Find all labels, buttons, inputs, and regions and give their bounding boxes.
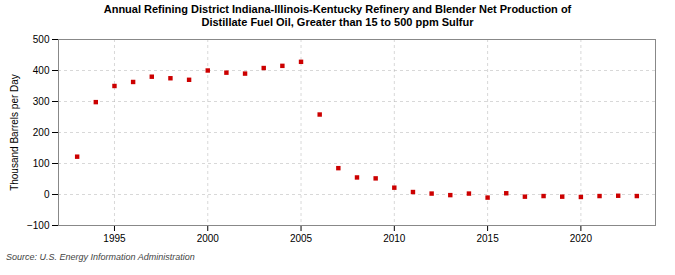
html-text:Annual Refining District India: Annual Refining District Indiana-Illinoi…: [103, 3, 572, 15]
svg-text:2020: 2020: [570, 233, 593, 244]
svg-text:2015: 2015: [476, 233, 499, 244]
svg-text:−100: −100: [27, 220, 50, 231]
html-text:Distillate Fuel Oil, Greater t: Distillate Fuel Oil, Greater than 15 to …: [201, 16, 474, 28]
svg-text:500: 500: [33, 34, 50, 45]
html-text:Source: U.S. Energy Informatio: Source: U.S. Energy Information Administ…: [6, 252, 195, 262]
svg-text:2010: 2010: [383, 233, 406, 244]
svg-text:Thousand Barrels per Day: Thousand Barrels per Day: [9, 74, 20, 191]
svg-text:400: 400: [33, 65, 50, 76]
svg-text:100: 100: [33, 158, 50, 169]
svg-text:2000: 2000: [197, 233, 220, 244]
svg-text:1995: 1995: [103, 233, 126, 244]
svg-text:2005: 2005: [290, 233, 313, 244]
svg-text:0: 0: [44, 189, 50, 200]
svg-text:200: 200: [33, 127, 50, 138]
svg-text:300: 300: [33, 96, 50, 107]
